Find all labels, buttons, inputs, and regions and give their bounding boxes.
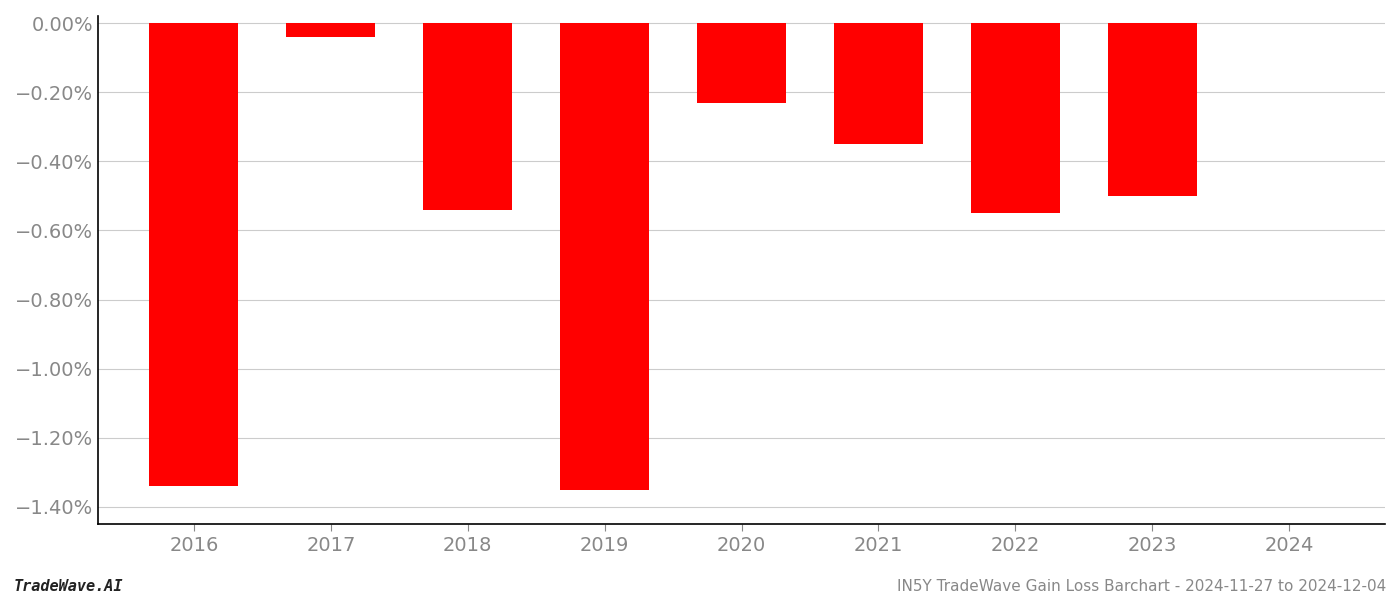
Text: IN5Y TradeWave Gain Loss Barchart - 2024-11-27 to 2024-12-04: IN5Y TradeWave Gain Loss Barchart - 2024… (897, 579, 1386, 594)
Bar (150, 23, 238, 486)
Bar (287, 23, 375, 37)
Bar (834, 23, 923, 144)
Text: TradeWave.AI: TradeWave.AI (14, 579, 123, 594)
Bar (970, 23, 1060, 213)
Bar (423, 23, 512, 210)
Bar (560, 23, 650, 490)
Bar (697, 23, 785, 103)
Bar (1107, 23, 1197, 196)
